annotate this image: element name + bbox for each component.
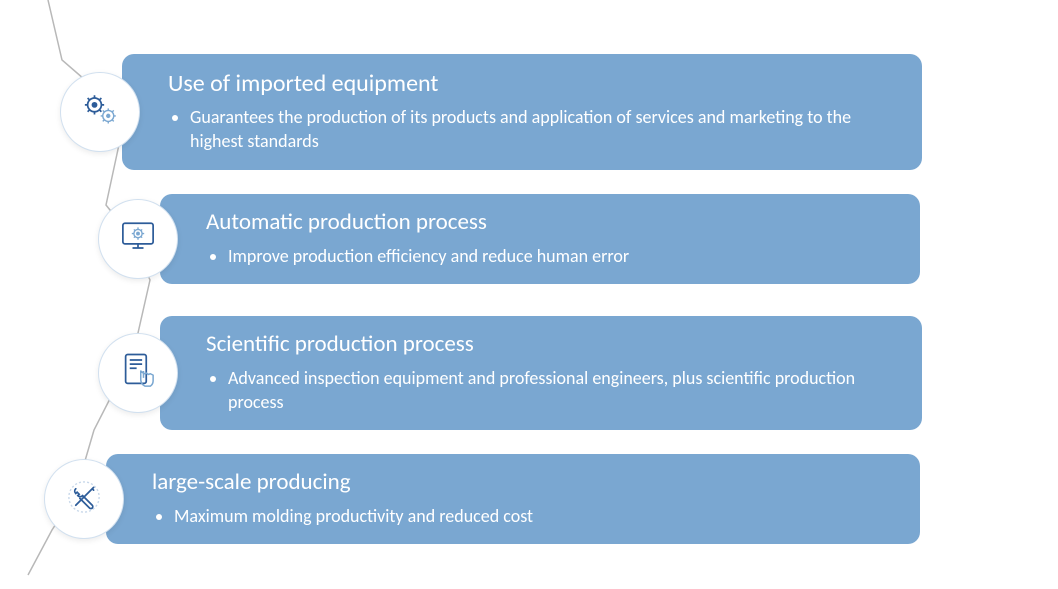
item-title: Automatic production process (206, 208, 892, 238)
process-item: Scientific production process Advanced i… (98, 316, 922, 430)
item-icon-circle (60, 72, 140, 152)
process-diagram: Use of imported equipment Guarantees the… (0, 0, 1058, 589)
tablet-touch-icon (116, 349, 160, 398)
item-title: Use of imported equipment (168, 68, 894, 99)
item-icon-circle (44, 459, 124, 539)
item-bullets: Improve production efficiency and reduce… (206, 244, 892, 268)
item-bullet: Maximum molding productivity and reduced… (174, 504, 892, 528)
item-bullets: Maximum molding productivity and reduced… (152, 504, 892, 528)
item-title: large-scale producing (152, 468, 892, 498)
item-title: Scientific production process (206, 330, 894, 360)
item-bar: Scientific production process Advanced i… (160, 316, 922, 430)
item-bar: Automatic production process Improve pro… (160, 194, 920, 284)
process-item: Automatic production process Improve pro… (98, 194, 920, 284)
item-bullet: Improve production efficiency and reduce… (228, 244, 892, 268)
gears-icon (78, 87, 122, 136)
item-icon-circle (98, 199, 178, 279)
process-item: large-scale producing Maximum molding pr… (44, 454, 920, 544)
process-item: Use of imported equipment Guarantees the… (60, 54, 922, 170)
item-bar: large-scale producing Maximum molding pr… (106, 454, 920, 544)
item-bullet: Guarantees the production of its product… (190, 105, 894, 154)
tools-icon (62, 475, 106, 524)
item-bullets: Guarantees the production of its product… (168, 105, 894, 154)
monitor-gear-icon (116, 215, 160, 264)
item-bar: Use of imported equipment Guarantees the… (122, 54, 922, 170)
item-icon-circle (98, 333, 178, 413)
item-bullet: Advanced inspection equipment and profes… (228, 366, 894, 415)
item-bullets: Advanced inspection equipment and profes… (206, 366, 894, 415)
